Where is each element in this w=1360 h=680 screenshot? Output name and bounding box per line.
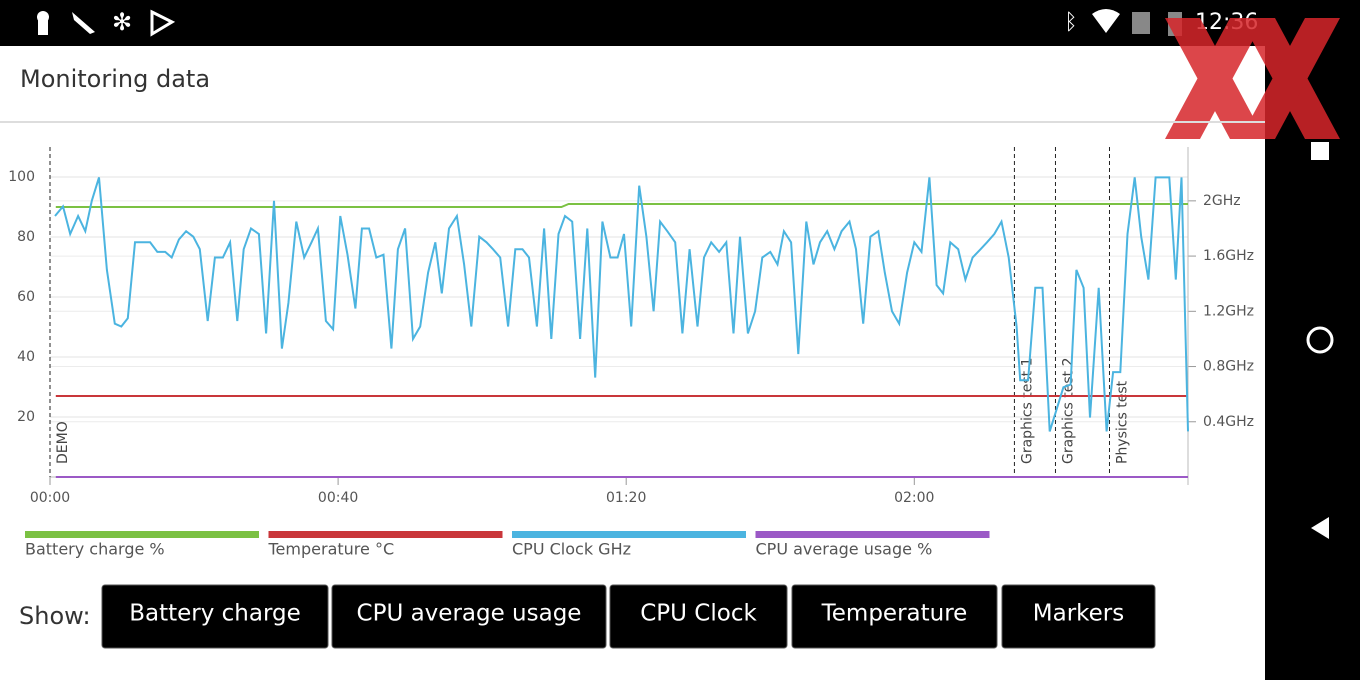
nav-recents[interactable] xyxy=(1311,142,1329,160)
legend-label: CPU Clock GHz xyxy=(512,540,631,559)
svg-text:✻: ✻ xyxy=(112,8,132,36)
legend-label: CPU average usage % xyxy=(756,540,933,559)
marker-label: Physics test xyxy=(1114,380,1130,464)
y-tick-label: 20 xyxy=(17,409,35,425)
marker-label: Graphics test 2 xyxy=(1060,357,1076,464)
watermark xyxy=(1165,18,1340,139)
y-tick-label: 100 xyxy=(8,169,35,185)
y2-tick-label: 0.8GHz xyxy=(1203,359,1254,375)
toggle-button[interactable] xyxy=(331,584,607,649)
toggle-button[interactable] xyxy=(791,584,998,649)
show-label: Show: xyxy=(19,602,91,630)
x-tick-label: 00:40 xyxy=(318,490,358,506)
page-title: Monitoring data xyxy=(20,65,210,93)
y2-tick-label: 0.4GHz xyxy=(1203,414,1254,430)
legend-label: Temperature °C xyxy=(268,540,395,559)
legend-swatch xyxy=(25,531,259,538)
x-tick-label: 00:00 xyxy=(30,490,70,506)
toggle-button-label[interactable]: Battery charge xyxy=(129,601,301,627)
toggle-button-label[interactable]: CPU average usage xyxy=(357,601,582,627)
y2-tick-label: 2GHz xyxy=(1203,193,1241,209)
nav-bar xyxy=(1265,46,1360,680)
toggle-button-label[interactable]: CPU Clock xyxy=(640,601,757,627)
svg-text:ᛒ: ᛒ xyxy=(1064,10,1077,35)
series-line xyxy=(54,176,1189,432)
legend-swatch xyxy=(755,531,990,538)
toggle-button[interactable] xyxy=(1001,584,1156,649)
toggle-button-label[interactable]: Temperature xyxy=(821,601,968,627)
nav-back[interactable] xyxy=(1311,517,1329,539)
y-tick-label: 40 xyxy=(17,349,35,365)
y2-tick-label: 1.6GHz xyxy=(1203,248,1254,264)
y-tick-label: 60 xyxy=(17,289,35,305)
legend-label: Battery charge % xyxy=(25,540,165,559)
y-tick-label: 80 xyxy=(17,229,35,245)
marker-label: Graphics test 1 xyxy=(1019,357,1035,464)
status-bar xyxy=(0,0,1360,46)
legend-swatch xyxy=(268,531,503,538)
toggle-button[interactable] xyxy=(609,584,788,649)
marker-label: DEMO xyxy=(55,421,71,464)
legend-swatch xyxy=(512,531,746,538)
toggle-button[interactable] xyxy=(101,584,329,649)
x-tick-label: 02:00 xyxy=(894,490,934,506)
nav-home[interactable] xyxy=(1306,326,1334,354)
y2-tick-label: 1.2GHz xyxy=(1203,303,1254,319)
x-tick-label: 01:20 xyxy=(606,490,646,506)
series-line xyxy=(55,203,1188,208)
toggle-button-label[interactable]: Markers xyxy=(1033,601,1124,627)
